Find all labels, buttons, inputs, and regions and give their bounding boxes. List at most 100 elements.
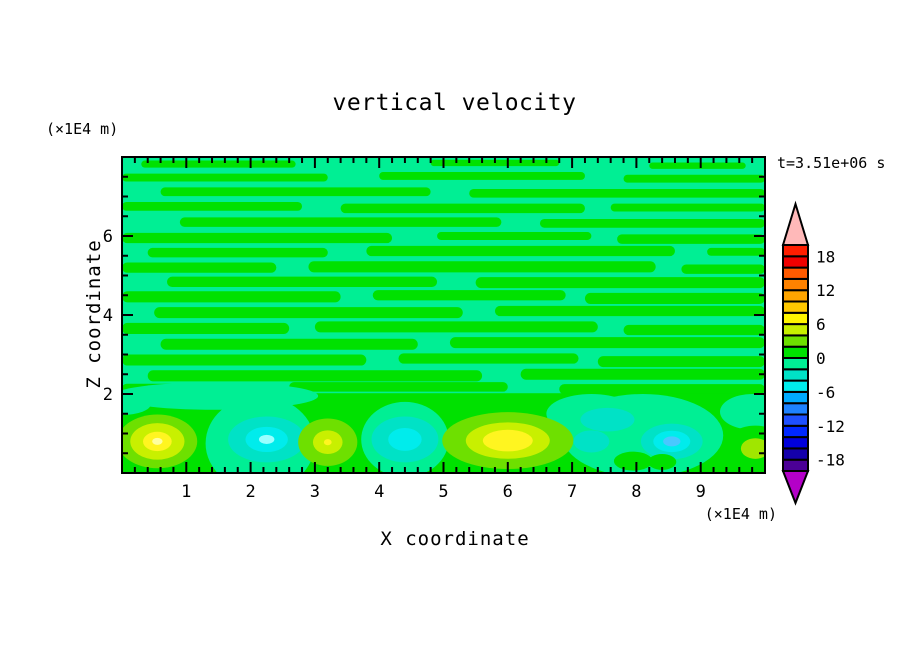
contour-streak — [141, 160, 296, 168]
contour-streak — [160, 338, 418, 350]
colorbar-cell — [782, 289, 809, 303]
contour-streak — [539, 219, 765, 228]
contour-streak — [314, 321, 598, 333]
colorbar-cell — [782, 402, 809, 416]
y-axis-unit-label: (×1E4 m) — [46, 120, 119, 138]
x-tick-label: 3 — [310, 482, 320, 502]
contour-streak — [623, 324, 765, 336]
time-annotation: t=3.51e+06 s — [777, 154, 886, 172]
colorbar-tick-label: 6 — [816, 315, 826, 334]
contour-streak — [147, 370, 483, 382]
contour-blob-ring — [613, 451, 653, 471]
contour-streak — [520, 368, 765, 380]
ticks — [122, 157, 765, 473]
contour-streak — [372, 290, 566, 301]
contour-streak — [379, 172, 585, 180]
contour-streak — [160, 187, 431, 197]
colorbar-cell — [782, 311, 809, 326]
colorbar-cell — [782, 277, 809, 292]
colorbar-tick-label: 18 — [816, 247, 835, 266]
contour-streak — [449, 337, 765, 349]
contour-streak — [610, 203, 765, 212]
y-tick-label: 2 — [103, 385, 113, 405]
colorbar-cell — [782, 447, 809, 461]
contour-streak — [122, 322, 290, 334]
x-tick-label: 8 — [631, 482, 641, 502]
contour-streak — [147, 247, 328, 258]
colorbar-cell — [782, 390, 809, 405]
downdraft-patch — [122, 382, 319, 410]
contour-blob-ring — [647, 454, 677, 470]
colorbar-over-arrow — [781, 200, 810, 246]
colorbar-cell — [782, 255, 809, 269]
colorbar-cell — [782, 323, 809, 337]
x-tick-label: 1 — [181, 482, 191, 502]
contour-streak — [122, 354, 367, 366]
x-axis-title: X coordinate — [380, 528, 530, 550]
contour-streak — [437, 232, 592, 240]
contour-streak — [167, 276, 438, 287]
contour-streak — [559, 384, 765, 395]
colorbar-cell — [782, 458, 809, 473]
contour-blob-ring — [152, 437, 163, 445]
contour-streak — [366, 245, 675, 257]
contour-blob-ring — [740, 438, 765, 459]
contour-blob-ring — [573, 430, 610, 453]
colorbar-tick-label: 0 — [816, 349, 826, 368]
contour-blob-ring — [482, 429, 533, 452]
colorbar-cell — [782, 300, 809, 314]
contour-streak — [469, 188, 765, 198]
x-tick-label: 2 — [245, 482, 255, 502]
contour-field — [122, 157, 765, 473]
colorbar-cell — [782, 424, 809, 439]
contour-streak — [154, 307, 463, 319]
colorbar-under-arrow — [781, 470, 810, 506]
contour-blob-ring — [580, 407, 635, 432]
contour-streak — [475, 277, 765, 289]
colorbar-tick-label: -12 — [816, 417, 845, 436]
contour-streak — [179, 217, 502, 227]
contour-blob-ring — [388, 427, 422, 451]
downdraft-patch — [719, 394, 765, 430]
contour-streak — [122, 262, 277, 273]
contour-streak — [617, 234, 765, 244]
contour-streak — [681, 264, 765, 274]
x-tick-label: 5 — [438, 482, 448, 502]
colorbar-tick-label: -6 — [816, 383, 835, 402]
colorbar-cell — [782, 379, 809, 393]
x-axis-unit-label: (×1E4 m) — [704, 505, 777, 523]
contour-streak — [289, 382, 508, 392]
contour-blob-ring — [323, 439, 332, 446]
colorbar-cell — [782, 413, 809, 427]
x-tick-label: 7 — [567, 482, 577, 502]
x-tick-label: 9 — [696, 482, 706, 502]
contour-streak — [340, 203, 585, 214]
contour-streak — [308, 261, 656, 273]
contour-streak — [584, 292, 765, 304]
colorbar-cell — [782, 345, 809, 360]
colorbar-tick-label: 12 — [816, 281, 835, 300]
contour-streak — [122, 202, 303, 211]
chart-title: vertical velocity — [332, 90, 577, 116]
colorbar — [781, 200, 810, 506]
colorbar-cell — [782, 368, 809, 382]
contour-blob-ring — [258, 434, 275, 445]
contour-streak — [623, 174, 765, 183]
contour-streak — [122, 232, 393, 244]
colorbar-cell — [782, 357, 809, 371]
contour-streak — [122, 291, 341, 303]
contour-streak — [494, 305, 765, 317]
contour-blob-ring — [663, 436, 681, 447]
y-tick-label: 4 — [103, 306, 113, 326]
contour-streak — [649, 162, 746, 169]
contour-streak — [597, 356, 765, 368]
colorbar-cell — [782, 436, 809, 450]
colorbar-tick-label: -18 — [816, 451, 845, 470]
x-tick-label: 4 — [374, 482, 384, 502]
contour-streak — [707, 247, 765, 256]
colorbar-cell — [782, 244, 809, 258]
contour-streak — [398, 353, 579, 364]
colorbar-cell — [782, 266, 809, 280]
